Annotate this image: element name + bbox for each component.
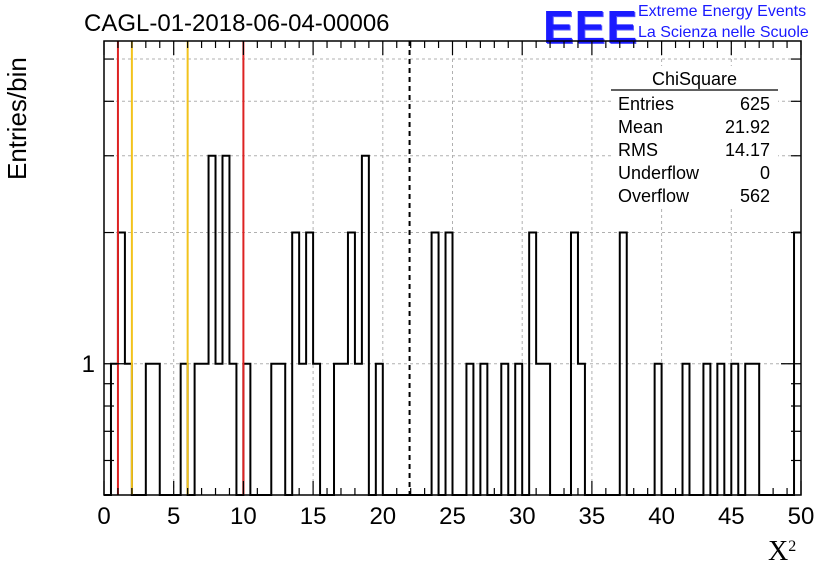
- x-axis-label: X2: [768, 536, 797, 567]
- histogram-bin: [146, 364, 153, 495]
- histogram-bin: [209, 156, 216, 495]
- x-tick-label: 40: [648, 503, 675, 530]
- histogram-bin: [683, 364, 690, 495]
- histogram-bin: [202, 364, 209, 495]
- x-tick-label: 5: [167, 503, 180, 530]
- logo-line-1: Extreme Energy Events: [638, 3, 807, 20]
- chart-title: CAGL-01-2018-06-04-00006: [84, 10, 390, 37]
- histogram-bin: [125, 364, 132, 495]
- histogram-bin: [466, 364, 473, 495]
- stats-value: 0: [760, 163, 770, 183]
- histogram-outline: [104, 154, 801, 496]
- histogram-bin: [229, 364, 236, 495]
- stats-value: 562: [740, 186, 770, 206]
- stats-value: 21.92: [725, 117, 770, 137]
- histogram-bin: [515, 364, 522, 495]
- stats-value: 14.17: [725, 140, 770, 160]
- histogram-bin: [745, 364, 752, 495]
- histogram-bin: [216, 364, 223, 495]
- histogram-bin: [655, 364, 662, 495]
- histogram-bin: [153, 364, 160, 495]
- histogram-bin: [355, 364, 362, 495]
- stats-label: RMS: [618, 140, 658, 160]
- stats-box: [611, 66, 778, 206]
- x-tick-label: 0: [97, 503, 110, 530]
- histogram-bin: [501, 364, 508, 495]
- histogram-bin: [703, 364, 710, 495]
- stats-title: ChiSquare: [652, 69, 737, 89]
- histogram-bin: [271, 364, 278, 495]
- histogram-bin: [536, 364, 543, 495]
- histogram-bin: [543, 364, 550, 495]
- histogram-bin: [222, 156, 229, 495]
- x-tick-label: 50: [788, 503, 815, 530]
- histogram-bin: [243, 364, 250, 495]
- histogram-bin: [341, 364, 348, 495]
- histogram-bin: [480, 364, 487, 495]
- x-tick-label: 35: [579, 503, 606, 530]
- histogram-bin: [181, 364, 188, 495]
- histogram-bin: [334, 364, 341, 495]
- histogram-bin: [195, 364, 202, 495]
- stats-label: Mean: [618, 117, 663, 137]
- stats-label: Entries: [618, 94, 674, 114]
- eee-logo: EEE: [543, 1, 639, 53]
- x-tick-label: 10: [230, 503, 257, 530]
- x-tick-label: 45: [718, 503, 745, 530]
- x-tick-label: 15: [300, 503, 327, 530]
- x-tick-label: 30: [509, 503, 536, 530]
- histogram-bin: [278, 364, 285, 495]
- histogram-bin: [717, 364, 724, 495]
- x-tick-label: 25: [439, 503, 466, 530]
- x-tick-label: 20: [369, 503, 396, 530]
- histogram-bin: [362, 156, 369, 495]
- stats-label: Underflow: [618, 163, 700, 183]
- histogram-bin: [578, 364, 585, 495]
- histogram-bin: [752, 364, 759, 495]
- logo-line-2: La Scienza nelle Scuole: [638, 24, 809, 41]
- stats-value: 625: [740, 94, 770, 114]
- histogram-bin: [313, 364, 320, 495]
- histogram-bin: [376, 364, 383, 495]
- stats-label: Overflow: [618, 186, 690, 206]
- y-tick-label: 1: [82, 351, 95, 378]
- histogram-bin: [299, 364, 306, 495]
- histogram-bin: [731, 364, 738, 495]
